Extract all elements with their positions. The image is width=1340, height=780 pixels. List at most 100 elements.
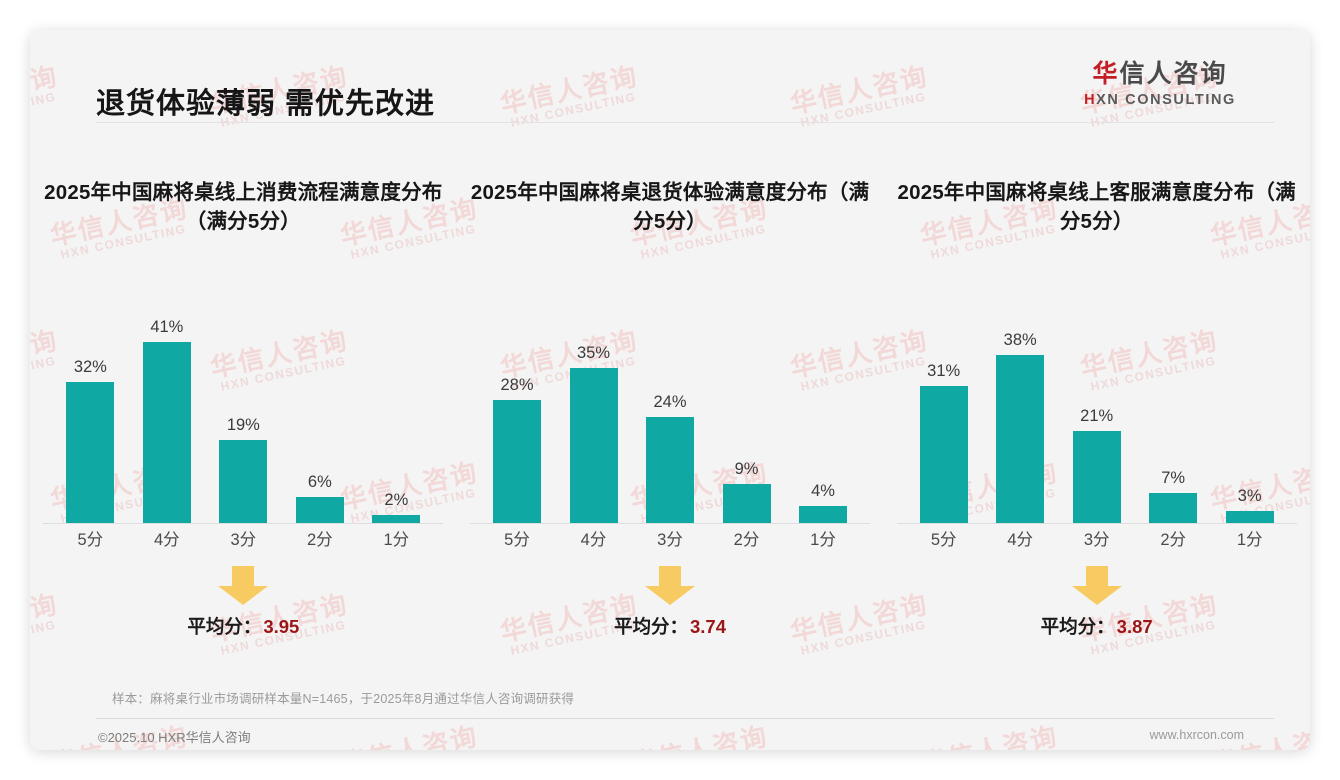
header-divider (96, 122, 1274, 123)
source-footnote: 样本：麻将桌行业市场调研样本量N=1465，于2025年8月通过华信人咨询调研获… (112, 692, 575, 706)
bar-column[interactable]: 9% (710, 302, 784, 524)
brand-logo-en-rest: XN CONSULTING (1096, 91, 1236, 108)
bar-column[interactable]: 4% (786, 302, 860, 524)
bar-value-label: 4% (811, 481, 835, 500)
bar-rect[interactable] (799, 506, 847, 524)
slide-header: 退货体验薄弱 需优先改进 华信人咨询 HXN CONSULTING (30, 30, 1310, 123)
brand-logo-cn: 华信人咨询 (1050, 60, 1270, 89)
bar-rect[interactable] (66, 382, 115, 524)
bar-column[interactable]: 35% (557, 302, 631, 524)
bar-value-label: 31% (927, 361, 961, 380)
brand-logo-cn-rest: 信人咨询 (1119, 60, 1228, 88)
bar-value-label: 21% (1080, 406, 1114, 425)
bar-value-label: 6% (307, 472, 332, 491)
bar-value-label: 24% (653, 392, 687, 411)
bar-rect[interactable] (722, 484, 771, 524)
x-axis-tick-label: 1分 (1236, 531, 1263, 549)
x-axis-labels: 5分 4分 3分 2分 1分 (480, 526, 860, 550)
bar-rect[interactable] (1149, 493, 1198, 524)
brand-logo-en: HXN CONSULTING (1050, 92, 1270, 108)
bar-rect[interactable] (372, 515, 421, 524)
x-axis-line (43, 523, 444, 524)
bar-column[interactable]: 2% (359, 302, 433, 524)
footer-copyright: ©2025.10 HXR华信人咨询 (98, 730, 251, 745)
bar-column[interactable]: 31% (907, 302, 981, 524)
bar-rect[interactable] (219, 440, 268, 524)
watermark-en: HXN CONSULTING (929, 748, 1063, 750)
bar-column[interactable]: 41% (130, 302, 204, 524)
down-arrow-icon (1070, 566, 1124, 606)
watermark-cn: 华信人咨询 (627, 716, 772, 750)
bar-rect[interactable] (569, 368, 618, 524)
chart-title: 2025年中国麻将桌线上消费流程满意度分布（满分5分） (44, 181, 443, 234)
bar-rect[interactable] (142, 342, 191, 524)
average-score-value: 3.74 (690, 616, 727, 637)
average-score-block: 平均分： 3.87 (897, 566, 1297, 639)
bar-rect[interactable] (493, 400, 541, 524)
average-score-text: 平均分： 3.87 (897, 613, 1297, 639)
bar-column[interactable]: 6% (283, 302, 357, 524)
average-score-value: 3.95 (263, 616, 300, 637)
x-axis-tick-label: 1分 (383, 531, 410, 549)
average-score-label: 平均分： (187, 616, 262, 637)
x-axis-tick-label: 5分 (504, 531, 530, 549)
bar-rect[interactable] (295, 497, 344, 524)
average-score-value: 3.87 (1116, 616, 1153, 637)
down-arrow-icon (643, 566, 697, 606)
footer-divider (96, 718, 1274, 719)
watermark-en: HXN CONSULTING (1219, 748, 1310, 750)
brand-logo: 华信人咨询 HXN CONSULTING (1050, 60, 1270, 108)
x-axis-line (896, 523, 1297, 524)
bar-series: 28% 35% 24% 9% 4% (480, 302, 860, 524)
bar-value-label: 41% (150, 317, 184, 336)
charts-container: 2025年中国麻将桌线上消费流程满意度分布（满分5分） 32% 41% 19% 6% 2%… (30, 140, 1310, 670)
x-axis-tick-label: 2分 (1160, 531, 1187, 549)
bar-column[interactable]: 3% (1213, 302, 1287, 524)
bar-column[interactable]: 21% (1060, 302, 1134, 524)
bar-column[interactable]: 7% (1136, 302, 1210, 524)
average-score-text: 平均分： 3.95 (43, 613, 443, 639)
chart-title: 2025年中国麻将桌退货体验满意度分布（满分5分） (470, 181, 870, 234)
brand-logo-en-highlight: H (1084, 91, 1097, 108)
chart-panel: 2025年中国麻将桌退货体验满意度分布（满分5分） 28% 35% 24% 9% 4% 5分… (457, 140, 884, 670)
bar-value-label: 7% (1161, 468, 1186, 487)
bar-column[interactable]: 32% (53, 302, 127, 524)
bar-value-label: 19% (226, 415, 260, 434)
bar-column[interactable]: 24% (633, 302, 707, 524)
x-axis-tick-label: 5分 (77, 531, 104, 549)
x-axis-tick-label: 3分 (230, 531, 257, 549)
bar-column[interactable]: 28% (480, 302, 554, 524)
bar-value-label: 28% (500, 375, 534, 394)
x-axis-tick-label: 3分 (657, 531, 683, 549)
x-axis-tick-label: 4分 (1007, 531, 1034, 549)
bar-rect[interactable] (1072, 431, 1121, 524)
bar-rect[interactable] (919, 386, 968, 524)
average-score-block: 平均分： 3.74 (470, 566, 870, 639)
bar-chart-plot: 31% 38% 21% 7% 3% 5分 4分 3分 2分 1分 (896, 292, 1297, 549)
average-score-block: 平均分： 3.95 (43, 566, 443, 639)
watermark-cn: 华信人咨询 (337, 716, 482, 750)
watermark-en: HXN CONSULTING (349, 748, 483, 750)
x-axis-tick-label: 2分 (306, 531, 333, 549)
x-axis-tick-label: 4分 (580, 531, 607, 549)
bar-chart-plot: 28% 35% 24% 9% 4% 5分 4分 3分 2分 1分 (470, 292, 870, 549)
average-score-text: 平均分： 3.74 (470, 613, 870, 639)
page-title: 退货体验薄弱 需优先改进 (96, 88, 436, 120)
down-arrow-icon (216, 566, 270, 606)
bar-column[interactable]: 19% (206, 302, 280, 524)
bar-rect[interactable] (996, 355, 1045, 524)
x-axis-tick-label: 1分 (810, 531, 836, 549)
x-axis-labels: 5分 4分 3分 2分 1分 (53, 526, 433, 550)
bar-column[interactable]: 38% (983, 302, 1057, 524)
x-axis-tick-label: 2分 (733, 531, 760, 549)
watermark-cn: 华信人咨询 (917, 716, 1062, 750)
bar-rect[interactable] (646, 417, 694, 524)
bar-value-label: 38% (1003, 330, 1037, 349)
bar-value-label: 9% (734, 459, 759, 478)
bar-value-label: 3% (1237, 486, 1262, 505)
x-axis-tick-label: 5分 (930, 531, 957, 549)
bar-rect[interactable] (1225, 511, 1274, 524)
